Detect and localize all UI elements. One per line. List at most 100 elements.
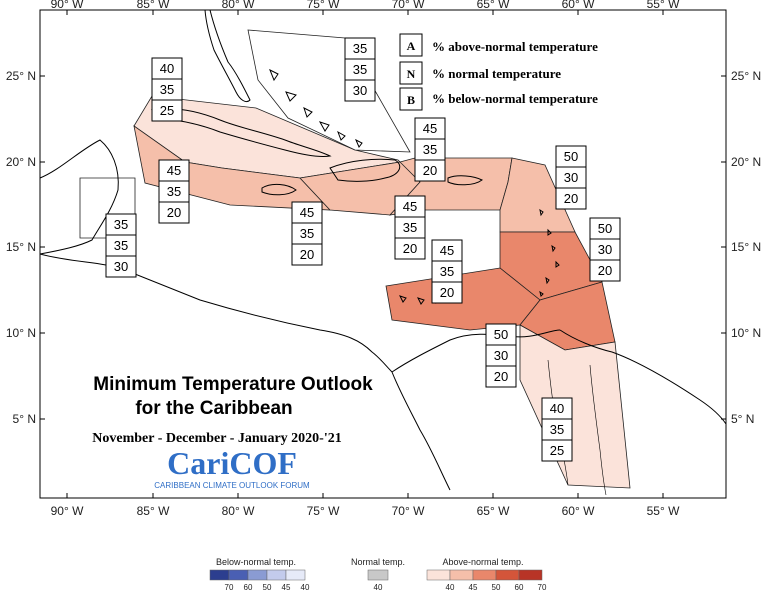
legend-desc-below: % below-normal temperature — [432, 91, 598, 106]
legend-key-b: B — [407, 93, 415, 107]
colorbar-below-title: Below-normal temp. — [216, 557, 296, 567]
colorbar-swatch — [427, 570, 450, 580]
logo-wordmark: CariCOF — [167, 445, 297, 481]
x-tick-label-bottom: 90° W — [51, 504, 84, 518]
x-tick-label-bottom: 55° W — [647, 504, 680, 518]
x-tick-label-bottom: 75° W — [307, 504, 340, 518]
prob-value: 50 — [494, 327, 508, 342]
prob-value: 35 — [550, 422, 564, 437]
caricof-logo: CariCOF CARIBBEAN CLIMATE OUTLOOK FORUM — [154, 445, 310, 490]
prob-value: 20 — [300, 247, 314, 262]
prob-value: 20 — [598, 263, 612, 278]
colorbar-swatch — [519, 570, 542, 580]
prob-box: 35 35 30 — [106, 214, 136, 277]
prob-box: 50 30 20 — [556, 146, 586, 209]
x-tick-label-bottom: 65° W — [477, 504, 510, 518]
x-tick-label-top: 85° W — [137, 0, 170, 11]
prob-value: 25 — [550, 443, 564, 458]
prob-box: 45 35 20 — [159, 160, 189, 223]
prob-box: 45 35 20 — [292, 202, 322, 265]
x-tick-label-top: 90° W — [51, 0, 84, 11]
prob-value: 35 — [114, 238, 128, 253]
prob-box: 50 30 20 — [486, 324, 516, 387]
colorbar-above-swatches: 40 45 50 60 70 — [427, 570, 547, 590]
colorbar-tick: 60 — [244, 583, 253, 590]
colorbar-swatch — [450, 570, 473, 580]
colorbar-tick: 40 — [446, 583, 455, 590]
y-tick-label-right: 20° N — [731, 155, 761, 169]
x-tick-label-top: 75° W — [307, 0, 340, 11]
x-tick-label-top: 70° W — [392, 0, 425, 11]
prob-value: 30 — [564, 170, 578, 185]
prob-box: 40 35 25 — [542, 398, 572, 461]
colorbar-swatch — [210, 570, 229, 580]
legend-key-a: A — [407, 39, 416, 53]
colorbar-tick: 40 — [301, 583, 310, 590]
map-period: November - December - January 2020-'21 — [92, 431, 341, 446]
y-tick-label-left: 20° N — [6, 155, 36, 169]
x-tick-label-bottom: 70° W — [392, 504, 425, 518]
colorbar-above-title: Above-normal temp. — [442, 557, 523, 567]
y-tick-label-right: 10° N — [731, 326, 761, 340]
prob-value: 35 — [114, 217, 128, 232]
prob-value: 40 — [550, 401, 564, 416]
y-tick-label-left: 5° N — [13, 412, 36, 426]
colorbar-legend: Below-normal temp. Normal temp. Above-no… — [210, 557, 547, 590]
x-tick-label-top: 65° W — [477, 0, 510, 11]
colorbar-swatch — [368, 570, 388, 580]
colorbar-swatch — [229, 570, 248, 580]
legend-desc-normal: % normal temperature — [432, 66, 561, 81]
prob-value: 25 — [160, 103, 174, 118]
colorbar-normal-swatches: 40 — [368, 570, 388, 590]
prob-box: 45 35 20 — [415, 118, 445, 181]
prob-value: 35 — [167, 184, 181, 199]
prob-value: 45 — [440, 243, 454, 258]
legend-key-n: N — [407, 67, 416, 81]
prob-box: 45 35 20 — [395, 196, 425, 259]
colorbar-swatch — [267, 570, 286, 580]
y-tick-label-left: 10° N — [6, 326, 36, 340]
colorbar-swatch — [496, 570, 519, 580]
colorbar-swatch — [248, 570, 267, 580]
prob-value: 35 — [423, 142, 437, 157]
prob-value: 20 — [167, 205, 181, 220]
prob-box: 40 35 25 — [152, 58, 182, 121]
x-tick-label-bottom: 60° W — [562, 504, 595, 518]
prob-value: 40 — [160, 61, 174, 76]
prob-box: 35 35 30 — [345, 38, 375, 101]
prob-value: 50 — [598, 221, 612, 236]
prob-value: 45 — [423, 121, 437, 136]
prob-box: 45 35 20 — [432, 240, 462, 303]
colorbar-tick: 60 — [515, 583, 524, 590]
colorbar-tick: 40 — [374, 583, 383, 590]
colorbar-tick: 50 — [492, 583, 501, 590]
prob-value: 35 — [403, 220, 417, 235]
prob-value: 45 — [300, 205, 314, 220]
colorbar-below-swatches: 70 60 50 45 40 — [210, 570, 310, 590]
colorbar-tick: 70 — [538, 583, 547, 590]
y-tick-label-left: 15° N — [6, 240, 36, 254]
prob-value: 35 — [160, 82, 174, 97]
prob-value: 20 — [564, 191, 578, 206]
colorbar-tick: 45 — [469, 583, 478, 590]
prob-value: 35 — [353, 41, 367, 56]
legend-desc-above: % above-normal temperature — [432, 39, 598, 54]
colorbar-swatch — [473, 570, 496, 580]
logo-subtitle: CARIBBEAN CLIMATE OUTLOOK FORUM — [154, 481, 310, 490]
colorbar-normal-title: Normal temp. — [351, 557, 405, 567]
map-title-line1: Minimum Temperature Outlook — [93, 374, 373, 395]
prob-value: 45 — [167, 163, 181, 178]
y-tick-label-right: 5° N — [731, 412, 754, 426]
prob-value: 20 — [440, 285, 454, 300]
y-tick-label-right: 25° N — [731, 69, 761, 83]
prob-box: 50 30 20 — [590, 218, 620, 281]
x-tick-label-bottom: 85° W — [137, 504, 170, 518]
colorbar-swatch — [286, 570, 305, 580]
prob-value: 30 — [598, 242, 612, 257]
x-tick-label-bottom: 80° W — [222, 504, 255, 518]
prob-value: 20 — [403, 241, 417, 256]
y-tick-label-left: 25° N — [6, 69, 36, 83]
prob-value: 35 — [300, 226, 314, 241]
prob-value: 20 — [423, 163, 437, 178]
